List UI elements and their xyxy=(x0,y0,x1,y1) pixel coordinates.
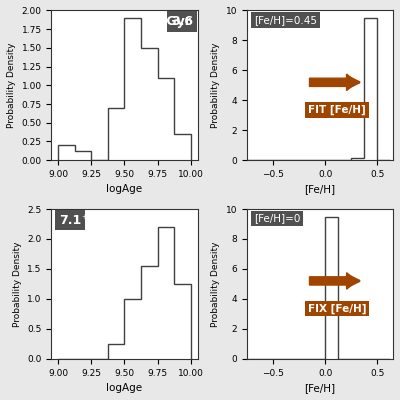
Text: Gyr: Gyr xyxy=(98,214,126,226)
X-axis label: [Fe/H]: [Fe/H] xyxy=(304,383,336,393)
Text: - 2.0: - 2.0 xyxy=(146,32,162,38)
Text: Gyr: Gyr xyxy=(162,15,191,28)
X-axis label: [Fe/H]: [Fe/H] xyxy=(304,184,336,194)
Text: [Fe/H]=0.45: [Fe/H]=0.45 xyxy=(254,15,317,25)
Text: [Fe/H]=0: [Fe/H]=0 xyxy=(254,214,300,224)
Text: +2.1: +2.1 xyxy=(146,15,163,21)
X-axis label: logAge: logAge xyxy=(106,383,142,393)
Text: 7.1: 7.1 xyxy=(59,214,81,226)
Text: - 2.3: - 2.3 xyxy=(81,230,97,236)
Text: FIT [Fe/H]: FIT [Fe/H] xyxy=(308,105,366,115)
FancyArrow shape xyxy=(310,74,356,90)
Y-axis label: Probability Density: Probability Density xyxy=(13,241,22,327)
FancyArrow shape xyxy=(310,273,356,289)
Text: +2.9: +2.9 xyxy=(81,214,98,220)
X-axis label: logAge: logAge xyxy=(106,184,142,194)
Y-axis label: Probability Density: Probability Density xyxy=(7,42,16,128)
Text: 3.6: 3.6 xyxy=(171,15,193,28)
Y-axis label: Probability Density: Probability Density xyxy=(211,241,220,327)
Text: FIX [Fe/H]: FIX [Fe/H] xyxy=(308,303,366,314)
Y-axis label: Probability Density: Probability Density xyxy=(211,42,220,128)
